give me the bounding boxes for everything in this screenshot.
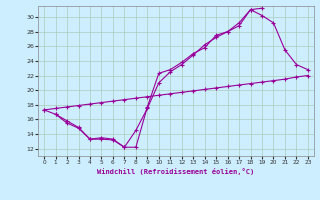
X-axis label: Windchill (Refroidissement éolien,°C): Windchill (Refroidissement éolien,°C)	[97, 168, 255, 175]
